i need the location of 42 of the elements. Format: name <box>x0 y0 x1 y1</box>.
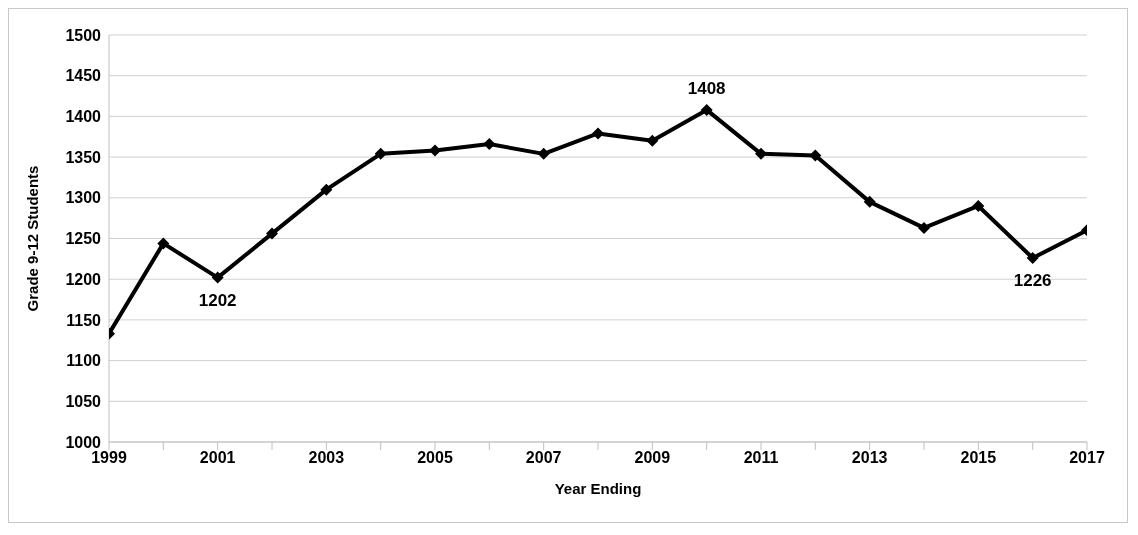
x-tick-label: 2007 <box>525 449 562 467</box>
y-tick-label: 1050 <box>65 392 102 410</box>
x-tick-label: 2015 <box>960 449 997 467</box>
annotation: 1202 <box>198 290 237 310</box>
annotation: 1226 <box>1013 271 1052 291</box>
x-tick-label: 1999 <box>91 449 127 467</box>
point <box>429 144 441 157</box>
y-tick-label: 1450 <box>65 67 102 85</box>
y-tick-label: 1150 <box>66 311 102 329</box>
y-tick-label: 1200 <box>65 270 102 288</box>
point <box>266 227 278 240</box>
point <box>592 127 604 140</box>
point <box>320 183 333 196</box>
y-tick-label: 1350 <box>65 148 102 166</box>
point <box>211 271 224 284</box>
y-tick-label: 1000 <box>65 433 102 451</box>
x-tick-label: 2013 <box>851 449 888 467</box>
y-tick-label: 1250 <box>65 230 102 248</box>
point <box>755 147 767 160</box>
x-tick-label: 2009 <box>634 449 671 467</box>
x-tick-label: 2005 <box>417 449 453 467</box>
point <box>918 221 930 234</box>
point <box>157 237 170 250</box>
x-axis-title: Year Ending <box>554 480 642 497</box>
y-tick-label: 1100 <box>66 352 102 370</box>
point <box>646 134 659 147</box>
point <box>863 195 876 208</box>
point <box>483 138 496 151</box>
point <box>1026 252 1039 265</box>
x-tick-label: 2003 <box>308 449 345 467</box>
x-tick-label: 2001 <box>199 449 236 467</box>
point <box>537 147 550 160</box>
x-tick-label: 2017 <box>1069 449 1105 467</box>
point <box>700 103 713 116</box>
y-tick-label: 1400 <box>65 108 102 126</box>
y-tick-label: 1300 <box>65 189 102 207</box>
x-tick-label: 2011 <box>743 449 779 467</box>
point <box>374 147 387 160</box>
annotation: 1408 <box>687 78 726 98</box>
y-tick-label: 1500 <box>65 26 102 44</box>
point <box>972 199 985 212</box>
y-axis-title: Grade 9-12 Students <box>24 165 42 312</box>
